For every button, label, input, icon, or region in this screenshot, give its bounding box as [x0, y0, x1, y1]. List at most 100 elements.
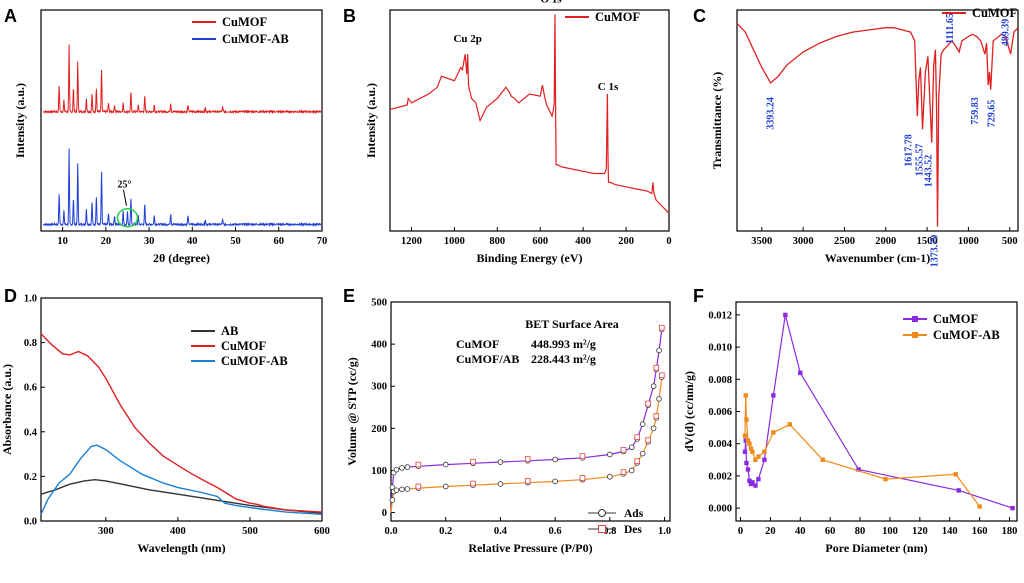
x-tick-label: 20 — [765, 526, 776, 537]
y-tick-label: 0.008 — [708, 375, 732, 386]
des-point — [415, 483, 422, 490]
highlight-circle — [116, 207, 139, 228]
x-tick-label: 0.4 — [494, 526, 508, 537]
annotation-label: 25° — [117, 180, 131, 191]
ads-point — [552, 478, 558, 485]
legend-label: CuMOF-AB — [933, 328, 1000, 342]
legend-marker — [912, 316, 918, 322]
peak-annotation: C 1s — [598, 81, 619, 93]
ads-point — [607, 451, 613, 458]
x-tick-label: 1500 — [917, 236, 938, 247]
y-tick-label: 100 — [371, 466, 387, 477]
ads-point — [442, 461, 449, 468]
y-tick-label: 0.006 — [708, 407, 732, 418]
y-axis-label: Intensity (a.u.) — [13, 83, 27, 158]
x-tick-label: 1000 — [958, 236, 979, 247]
des-point — [653, 413, 660, 419]
data-point — [820, 457, 825, 463]
data-point — [883, 476, 888, 482]
ads-point — [607, 473, 613, 480]
legend-label: CuMOF-AB — [222, 32, 289, 46]
y-tick-label: 200 — [371, 424, 387, 435]
peak-annotation: 1443.52 — [924, 155, 935, 188]
x-tick-label: 1200 — [401, 236, 422, 247]
peak-annotation: 3393.24 — [766, 97, 777, 130]
ads-point — [442, 483, 449, 490]
plot-frame — [736, 9, 1019, 232]
x-tick-label: 2000 — [875, 236, 896, 247]
y-tick-label: 1.0 — [24, 294, 37, 305]
x-tick-label: 70 — [317, 236, 328, 247]
x-tick-label: 60 — [274, 236, 285, 247]
x-tick-label: 3000 — [793, 236, 814, 247]
chart-panel-d: D 300 400 500 600 0.0 0.2 0.4 0.6 0.8 1.0 Wavelengt… — [0, 286, 330, 555]
des-point — [658, 324, 665, 331]
des-point — [634, 434, 640, 440]
ads-point — [404, 464, 411, 470]
legend-label: AB — [221, 324, 238, 338]
des-point — [415, 461, 422, 468]
des-point — [653, 364, 660, 371]
x-tick-label: 0.8 — [603, 526, 616, 537]
x-tick-label: 1.0 — [658, 526, 671, 537]
des-point — [658, 372, 665, 379]
y-tick-label: 0.8 — [24, 338, 37, 349]
x-tick-label: 400 — [575, 236, 591, 247]
des-point — [579, 453, 586, 459]
peak-annotation: O 1s — [540, 0, 562, 5]
series-line — [390, 329, 663, 513]
surface-area-value: 448.993 m²/g — [531, 337, 596, 351]
ads-point — [404, 486, 411, 492]
series-line — [744, 395, 981, 507]
data-point — [743, 393, 748, 398]
chart-panel-b: B 1200 1000 800 600 400 200 0 Binding Energy (eV… — [343, 0, 672, 265]
surface-area-value: 228.443 m²/g — [531, 352, 596, 366]
y-tick-label: 0.012 — [708, 310, 732, 321]
chart-panel-a: A 10 20 30 40 50 60 70 2θ (degree) Intensity (a.u… — [4, 6, 327, 265]
des-point — [645, 400, 651, 407]
y-tick-label: 500 — [371, 298, 387, 309]
des-point — [620, 447, 627, 453]
plot-frame — [40, 297, 323, 522]
x-tick-label: 10 — [57, 236, 68, 247]
ads-point — [399, 465, 405, 471]
legend-label: CuMOF — [595, 10, 641, 24]
data-point — [750, 480, 755, 485]
data-point — [956, 488, 961, 493]
y-tick-label: 0.4 — [24, 427, 38, 438]
bet-title: BET Surface Area — [525, 317, 619, 331]
data-point — [747, 441, 752, 446]
x-tick-label: 40 — [795, 526, 806, 537]
peak-annotation: 729.65 — [987, 100, 998, 128]
x-tick-label: 800 — [489, 236, 505, 247]
y-axis-label: dV(d) (cc/nm/g) — [682, 371, 696, 452]
x-tick-label: 600 — [314, 526, 330, 537]
data-point — [753, 483, 758, 488]
x-axis-label: Pore Diameter (nm) — [825, 541, 927, 555]
legend-marker — [912, 332, 918, 338]
data-point — [744, 460, 749, 466]
data-point — [750, 449, 755, 454]
data-point — [747, 478, 752, 483]
series-line — [43, 148, 322, 227]
panel-letter: F — [693, 286, 704, 306]
series-line — [744, 314, 1013, 509]
legend-label: CuMOF — [933, 312, 979, 326]
x-tick-label: 100 — [882, 526, 898, 537]
plot-frame — [390, 301, 671, 522]
data-point — [798, 370, 803, 376]
x-axis-label: 2θ (degree) — [153, 251, 210, 265]
y-tick-label: 0.6 — [24, 383, 37, 394]
x-tick-label: 180 — [1002, 526, 1018, 537]
y-axis-label: Absorbance (a.u.) — [0, 364, 14, 455]
y-tick-label: 0.000 — [708, 504, 732, 515]
data-point — [742, 449, 748, 454]
x-tick-label: 500 — [1002, 236, 1018, 247]
des-point — [524, 456, 531, 462]
y-axis-label: Transmittance (%) — [710, 72, 724, 169]
data-point — [743, 438, 748, 443]
y-tick-label: 0 — [382, 508, 387, 519]
x-tick-label: 2500 — [834, 236, 855, 247]
x-tick-label: 0 — [738, 526, 743, 537]
chart-panel-f: F 0 20 40 60 80 100 120 140 160 180 0.000 0.002 0.004… — [682, 286, 1018, 555]
